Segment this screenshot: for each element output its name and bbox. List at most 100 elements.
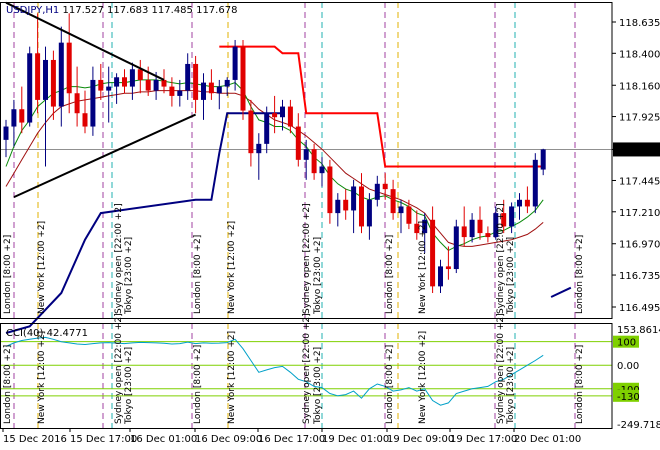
lower-trendline[interactable] <box>13 113 197 199</box>
candle-body <box>477 219 483 234</box>
candle-body <box>509 206 515 227</box>
candle-body <box>82 113 88 127</box>
trendlines[interactable] <box>5 1 572 298</box>
candle-body <box>390 189 396 214</box>
candle-body <box>185 63 191 91</box>
session-label: Sydney open [22:00 +2] <box>114 203 124 314</box>
cci-line <box>5 336 544 406</box>
candle-body <box>90 79 96 127</box>
session-label: Sydney open [22:00 +2] <box>496 203 506 314</box>
candle-body <box>501 213 507 227</box>
candle-body <box>374 183 380 200</box>
candle-body <box>145 79 151 91</box>
candle-body <box>422 219 428 234</box>
time-label: 16 Dec 17:00 <box>258 434 325 445</box>
session-label-cci: London [8:00 +2] <box>385 345 395 424</box>
session-label: London [8:00 +2] <box>575 235 585 314</box>
session-label: New York [12:00 +2] <box>418 221 428 314</box>
candle-body <box>256 143 262 154</box>
price-tick-label: 118.635 <box>619 18 660 29</box>
candle-body <box>287 106 293 127</box>
session-label: New York [12:00 +2] <box>37 221 47 314</box>
candle-body <box>335 199 341 214</box>
small-arrow-line[interactable] <box>550 286 572 298</box>
time-label: 16 Dec 09:00 <box>195 434 262 445</box>
candle-body <box>461 226 467 238</box>
session-label: Tokyo [23:00 +2] <box>313 237 323 315</box>
candle-body <box>153 79 159 91</box>
symbol-name: USDJPY,H1 <box>6 5 62 16</box>
session-label-cci: London [8:00 +2] <box>575 345 585 424</box>
candle-body <box>406 206 412 224</box>
price-channel <box>5 45 544 334</box>
session-labels: London [8:00 +2] New York [12:00 +2] Sydne… <box>3 203 585 425</box>
candle-body <box>232 46 238 80</box>
session-label-cci: Sydney open [22:00 +2] <box>302 313 312 424</box>
candle-body <box>280 106 285 118</box>
candle-body <box>303 149 309 160</box>
candle-body <box>517 199 522 207</box>
ohlc-values: 117.527 117.683 117.485 117.678 <box>62 5 237 16</box>
session-label-cci: Sydney open [22:00 +2] <box>496 313 506 424</box>
candle-body <box>216 86 222 94</box>
candles <box>3 13 546 294</box>
session-label-cci: Tokyo [23:00 +2] <box>313 347 323 425</box>
session-label: Tokyo [23:00 +2] <box>506 237 516 315</box>
candle-body <box>327 166 333 214</box>
candle-body <box>445 266 451 270</box>
candle-body <box>224 79 230 87</box>
candle-body <box>208 82 214 94</box>
session-label-cci: New York [12:00 +2] <box>418 331 428 424</box>
candle-body <box>74 93 80 114</box>
candle-body <box>272 113 278 118</box>
time-label: 20 Dec 01:00 <box>514 434 581 445</box>
candle-body <box>430 219 436 287</box>
session-label: London [8:00 +2] <box>385 235 395 314</box>
candle-body <box>201 82 206 100</box>
price-tick-label: 118.160 <box>619 81 660 92</box>
price-tick-label: 117.925 <box>619 113 660 124</box>
price-tick-label: 118.400 <box>619 49 660 60</box>
candle-body <box>19 109 25 123</box>
candle-body <box>177 90 183 96</box>
candle-body <box>169 86 175 96</box>
candle-body <box>311 149 317 174</box>
candle-body <box>264 113 270 144</box>
candle-body <box>366 199 372 227</box>
candle-body <box>129 69 135 87</box>
candle-body <box>27 53 33 123</box>
candle-body <box>398 206 404 214</box>
time-label: 19 Dec 09:00 <box>387 434 454 445</box>
candle-body <box>438 266 443 287</box>
candle-body <box>351 186 357 211</box>
candle-body <box>540 149 546 170</box>
session-label: Tokyo [23:00 +2] <box>124 237 134 315</box>
candle-body <box>3 126 9 140</box>
price-tick-label: 116.735 <box>619 271 660 282</box>
session-label-cci: London [8:00 +2] <box>3 345 13 424</box>
current-price-box <box>613 142 660 157</box>
candle-body <box>58 42 64 107</box>
price-axis: 118.635 118.400 118.160 117.925 117.678 117.4… <box>612 18 660 314</box>
price-tick-label: 116.970 <box>619 240 660 251</box>
candle-body <box>43 59 48 100</box>
candle-body <box>469 219 475 238</box>
candle-body <box>343 199 349 211</box>
cci-title: CCI(40) 42.4771 <box>6 328 88 339</box>
upper-trendline[interactable] <box>5 1 165 81</box>
session-label-cci: New York [12:00 +2] <box>37 331 47 424</box>
session-label-cci: London [8:00 +2] <box>193 345 203 424</box>
cci-tick-label: -130 <box>617 392 640 403</box>
time-label: 19 Dec 17:00 <box>450 434 517 445</box>
current-price-label: 117.678 <box>617 145 658 156</box>
lower-channel-line <box>5 112 283 334</box>
candle-body <box>248 110 254 154</box>
session-label: London [8:00 +2] <box>193 235 203 314</box>
candle-body <box>50 59 56 107</box>
candle-body <box>114 77 120 87</box>
session-label-cci: Tokyo [23:00 +2] <box>124 347 134 425</box>
